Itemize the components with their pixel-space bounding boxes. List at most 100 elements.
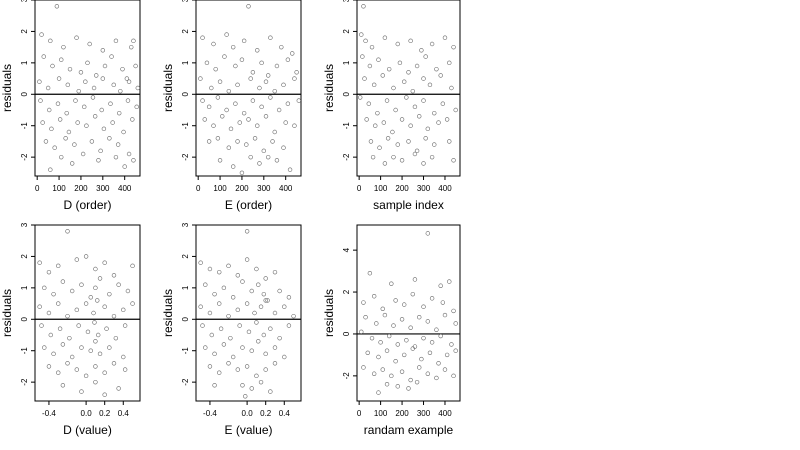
data-point (93, 364, 98, 369)
y-tick-label: -2 (181, 378, 190, 386)
y-tick-label: 3 (181, 222, 190, 227)
data-point (402, 352, 407, 358)
scatter-panel: -0.4 0.0 0.2 0.4 -2 -1 0 1 2 3 E (value) residuals (161, 222, 302, 437)
y-tick-label: -2 (20, 153, 29, 161)
data-point (113, 335, 119, 341)
data-point (226, 145, 232, 150)
data-point (375, 110, 380, 116)
data-point (74, 367, 80, 372)
data-point (429, 296, 435, 301)
data-point (69, 161, 75, 166)
data-point (421, 76, 426, 81)
data-point (414, 148, 420, 154)
plot-frame (34, 224, 141, 402)
x-tick-label: 0 (357, 184, 362, 193)
data-point (268, 326, 273, 331)
data-point (367, 270, 373, 276)
data-point (425, 126, 431, 132)
data-point (217, 370, 222, 375)
x-tick-label: 400 (438, 184, 452, 193)
data-point (281, 145, 286, 150)
data-point (116, 386, 121, 391)
data-point (83, 373, 89, 379)
data-point (381, 120, 387, 125)
y-tick-label: -2 (342, 372, 351, 380)
data-point (38, 98, 43, 103)
data-point (248, 154, 253, 160)
data-point (133, 63, 138, 69)
data-point (48, 38, 53, 44)
y-tick-label: -2 (181, 153, 190, 161)
data-point (399, 117, 405, 122)
data-point (78, 70, 84, 75)
data-point (279, 44, 284, 50)
data-point (408, 377, 413, 383)
data-point (265, 298, 270, 303)
data-point (254, 320, 259, 325)
data-point (226, 361, 231, 366)
data-point (268, 35, 273, 40)
data-point (447, 139, 452, 144)
data-point (235, 139, 240, 144)
plot-frame (195, 224, 302, 402)
data-point (51, 351, 56, 357)
data-point (122, 323, 128, 328)
data-point (113, 38, 119, 44)
data-point (125, 288, 131, 294)
data-point (126, 79, 132, 84)
data-point (292, 123, 297, 128)
data-point (377, 145, 382, 150)
data-point (212, 383, 217, 388)
data-point (76, 323, 81, 328)
data-point (373, 123, 378, 128)
data-point (412, 104, 418, 110)
data-point (283, 120, 288, 125)
data-point (211, 123, 216, 128)
y-tick-label: 3 (342, 0, 351, 2)
data-point (412, 151, 418, 157)
data-point (258, 304, 264, 309)
data-point (272, 269, 278, 275)
data-point (366, 101, 371, 106)
data-point (97, 276, 103, 281)
data-point (451, 158, 456, 163)
data-point (40, 120, 45, 125)
data-point (263, 298, 268, 303)
data-point (442, 312, 448, 318)
data-point (442, 35, 448, 40)
y-tick-label: 2 (342, 29, 351, 34)
data-point (69, 288, 75, 294)
data-point (220, 114, 225, 119)
data-point (66, 129, 72, 135)
data-point (406, 70, 411, 75)
data-point (261, 148, 267, 154)
data-point (102, 304, 107, 309)
data-point (263, 114, 269, 119)
x-tick-label: 200 (74, 184, 88, 193)
x-tick-label: 0.4 (279, 409, 291, 418)
data-point (237, 120, 242, 125)
data-point (408, 325, 413, 330)
data-point (361, 365, 366, 370)
data-point (399, 317, 405, 322)
data-point (290, 51, 295, 56)
y-tick-label: 2 (342, 289, 351, 294)
x-tick-label: 0.2 (99, 409, 111, 418)
data-point (268, 389, 273, 394)
y-tick-label: -1 (20, 347, 29, 355)
data-point (254, 266, 259, 272)
data-point (241, 110, 247, 116)
data-point (213, 66, 218, 72)
data-point (254, 373, 259, 379)
data-point (451, 373, 456, 379)
data-point (200, 35, 205, 40)
data-point (408, 38, 413, 44)
data-point (244, 301, 250, 306)
data-point (249, 288, 254, 294)
y-tick-label: 0 (181, 317, 190, 322)
data-point (228, 335, 233, 341)
data-point (226, 313, 231, 319)
data-point (434, 375, 439, 381)
data-point (246, 117, 251, 122)
